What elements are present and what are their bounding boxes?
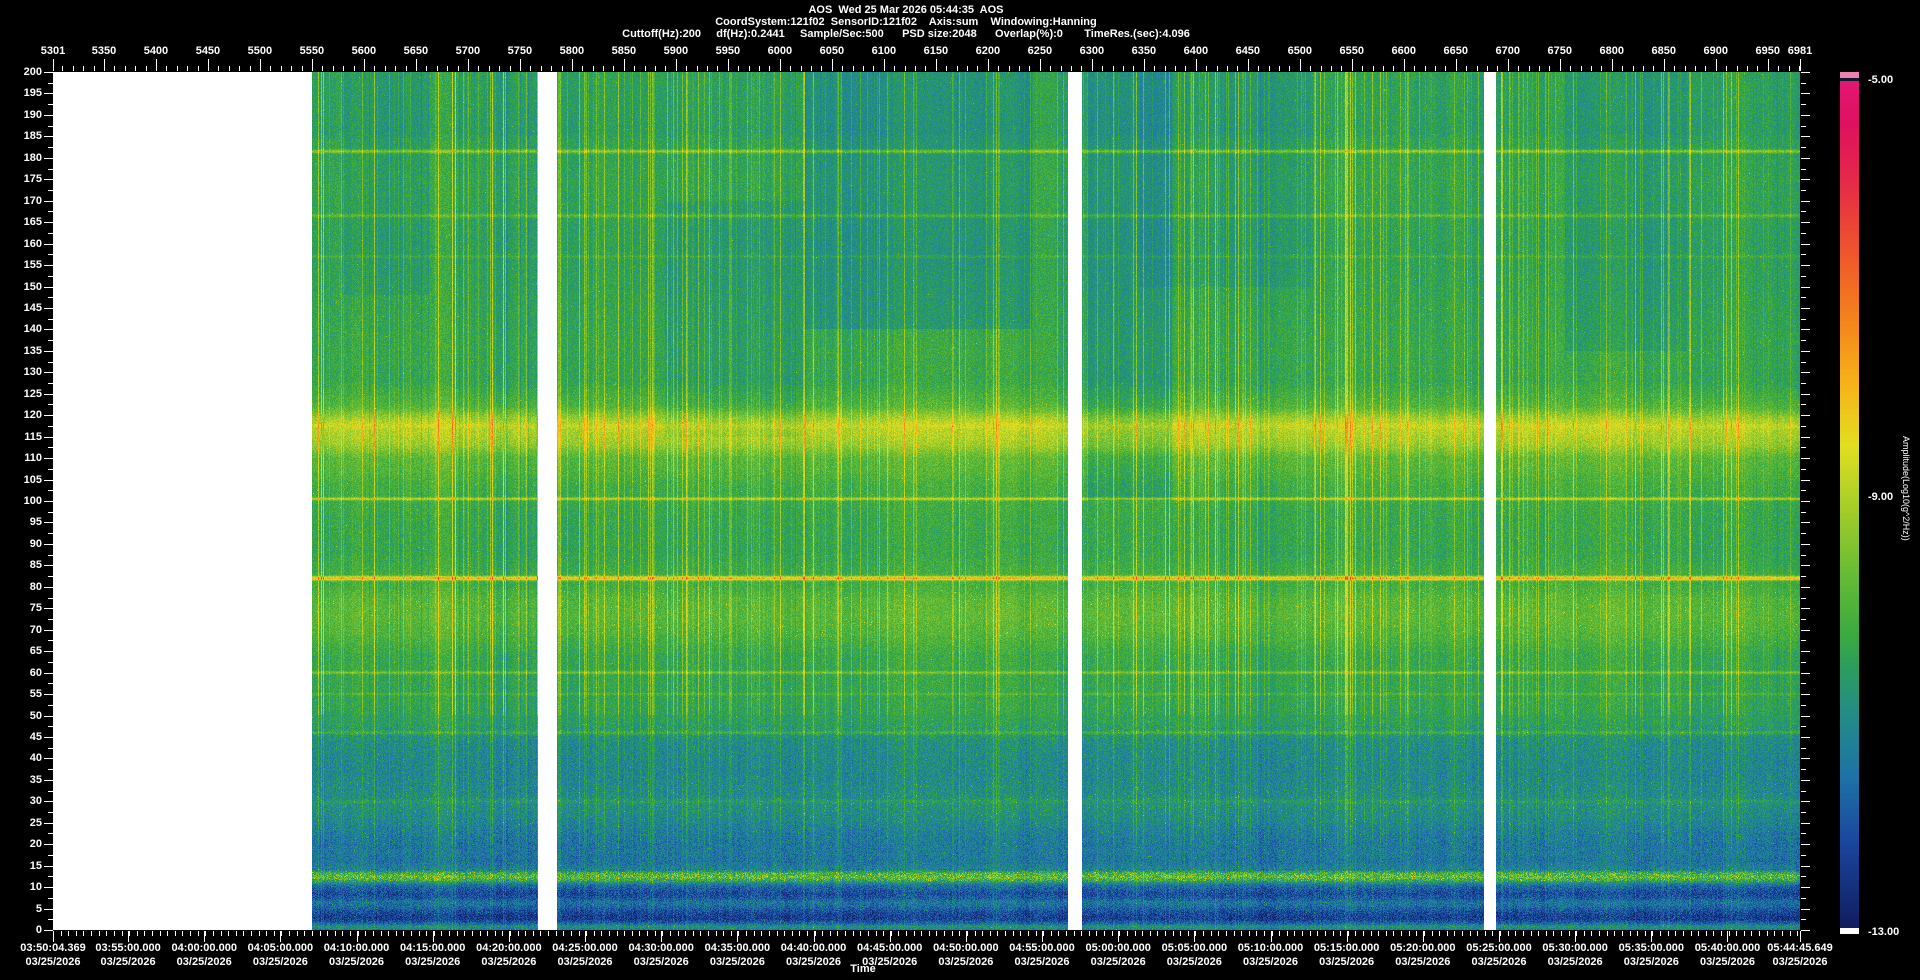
time-tick-date: 03/25/2026 <box>1772 956 1828 968</box>
time-tick: 04:10:00.000 03/25/2026 <box>324 941 389 969</box>
time-tick-date: 03/25/2026 <box>557 956 613 968</box>
time-tick-label: 04:35:00.000 <box>704 942 771 954</box>
time-tick-date: 03/25/2026 <box>1014 956 1070 968</box>
time-tick-label: 04:05:00.000 <box>247 942 314 954</box>
time-tick-label: 04:45:00.000 <box>856 942 923 954</box>
time-tick: 05:35:00.000 03/25/2026 <box>1619 941 1684 969</box>
time-tick-date: 03/25/2026 <box>481 956 537 968</box>
time-tick: 05:30:00.000 03/25/2026 <box>1542 941 1607 969</box>
time-tick-date: 03/25/2026 <box>176 956 232 968</box>
time-tick-label: 05:35:00.000 <box>1618 942 1685 954</box>
time-tick: 04:50:00.000 03/25/2026 <box>933 941 998 969</box>
time-tick-date: 03/25/2026 <box>25 956 81 968</box>
time-tick-label: 04:25:00.000 <box>552 942 618 954</box>
time-tick-date: 03/25/2026 <box>1547 956 1603 968</box>
colorbar-mid-label: -9.00 <box>1868 491 1894 503</box>
time-tick-date: 03/25/2026 <box>633 956 689 968</box>
time-tick-label: 05:15:00.000 <box>1313 942 1380 954</box>
time-tick-label: 04:40:00.000 <box>780 942 847 954</box>
time-tick-label: 04:30:00.000 <box>628 942 694 954</box>
time-tick: 04:25:00.000 03/25/2026 <box>552 941 617 969</box>
time-tick-date: 03/25/2026 <box>1319 956 1375 968</box>
time-tick: 05:44:45.649 03/25/2026 <box>1767 941 1832 969</box>
time-tick-date: 03/25/2026 <box>709 956 765 968</box>
time-tick-date: 03/25/2026 <box>1090 956 1146 968</box>
time-tick: 04:45:00.000 03/25/2026 <box>857 941 922 969</box>
time-axis-title: Time <box>850 963 876 975</box>
time-tick-label: 04:20:00.000 <box>476 942 542 954</box>
time-tick-label: 05:25:00.000 <box>1466 942 1532 954</box>
time-tick-label: 04:50:00.000 <box>933 942 999 954</box>
colorbar-max-label: -5.00 <box>1868 74 1894 86</box>
time-tick-date: 03/25/2026 <box>252 956 308 968</box>
time-tick: 04:05:00.000 03/25/2026 <box>248 941 313 969</box>
time-tick-label: 05:05:00.000 <box>1161 942 1228 954</box>
time-tick-date: 03/25/2026 <box>1623 956 1679 968</box>
time-tick: 03:50:04.369 03/25/2026 <box>20 941 85 969</box>
time-tick: 03:55:00.000 03/25/2026 <box>95 941 160 969</box>
time-tick: 05:10:00.000 03/25/2026 <box>1238 941 1303 969</box>
time-tick-label: 05:10:00.000 <box>1237 942 1304 954</box>
time-tick-label: 04:10:00.000 <box>323 942 390 954</box>
time-tick-date: 03/25/2026 <box>100 956 156 968</box>
time-tick: 05:25:00.000 03/25/2026 <box>1466 941 1531 969</box>
time-tick-label: 03:50:04.369 <box>20 942 86 954</box>
time-tick-label: 04:55:00.000 <box>1009 942 1075 954</box>
time-tick-date: 03/25/2026 <box>1395 956 1451 968</box>
colorbar <box>1840 72 1859 934</box>
time-tick-date: 03/25/2026 <box>1471 956 1527 968</box>
time-tick-label: 05:30:00.000 <box>1542 942 1608 954</box>
time-tick: 05:40:00.000 03/25/2026 <box>1695 941 1760 969</box>
time-tick-date: 03/25/2026 <box>1699 956 1756 968</box>
time-tick: 04:20:00.000 03/25/2026 <box>476 941 541 969</box>
time-tick-date: 03/25/2026 <box>1242 956 1299 968</box>
time-tick: 05:20:00.000 03/25/2026 <box>1390 941 1455 969</box>
time-tick-label: 05:20:00.000 <box>1390 942 1456 954</box>
time-tick-label: 05:44:45.649 <box>1767 942 1833 954</box>
amplitude-axis-title: Amplitude(Log10(g^2/Hz)) <box>1901 436 1911 541</box>
time-tick-date: 03/25/2026 <box>328 956 385 968</box>
time-tick-label: 05:00:00.000 <box>1085 942 1151 954</box>
time-tick-label: 04:15:00.000 <box>399 942 466 954</box>
time-tick-label: 04:00:00.000 <box>171 942 237 954</box>
time-tick: 04:30:00.000 03/25/2026 <box>628 941 693 969</box>
colorbar-min-label: -13.00 <box>1868 926 1900 938</box>
time-tick-date: 03/25/2026 <box>862 956 918 968</box>
time-tick: 04:40:00.000 03/25/2026 <box>781 941 846 969</box>
time-tick: 05:00:00.000 03/25/2026 <box>1085 941 1150 969</box>
time-tick: 05:05:00.000 03/25/2026 <box>1162 941 1227 969</box>
time-tick: 05:15:00.000 03/25/2026 <box>1314 941 1379 969</box>
time-tick: 04:55:00.000 03/25/2026 <box>1009 941 1074 969</box>
time-tick: 04:35:00.000 03/25/2026 <box>705 941 770 969</box>
time-tick-date: 03/25/2026 <box>785 956 842 968</box>
time-tick: 04:00:00.000 03/25/2026 <box>171 941 236 969</box>
time-tick-label: 05:40:00.000 <box>1694 942 1761 954</box>
time-tick-date: 03/25/2026 <box>938 956 994 968</box>
time-tick-date: 03/25/2026 <box>405 956 461 968</box>
time-tick-date: 03/25/2026 <box>1166 956 1222 968</box>
time-tick: 04:15:00.000 03/25/2026 <box>400 941 465 969</box>
time-tick-label: 03:55:00.000 <box>95 942 161 954</box>
